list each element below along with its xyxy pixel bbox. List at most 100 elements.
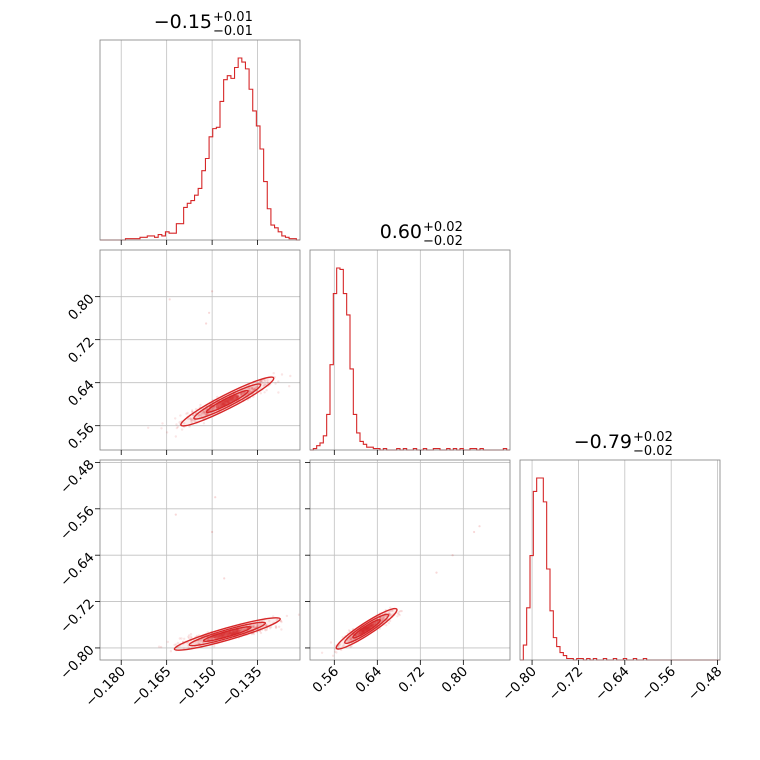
sample-point bbox=[338, 643, 342, 646]
x-tick-label: −0.64 bbox=[592, 664, 633, 705]
x-tick-label: −0.56 bbox=[638, 664, 679, 705]
sample-point bbox=[349, 637, 352, 640]
sample-point bbox=[268, 619, 271, 623]
panel-1-0 bbox=[99, 249, 301, 451]
sample-point bbox=[333, 650, 337, 653]
sample-point bbox=[251, 625, 255, 628]
sample-point bbox=[187, 417, 190, 421]
histogram-0 bbox=[100, 57, 300, 241]
x-tick-label: −0.80 bbox=[499, 664, 540, 705]
sample-point bbox=[247, 387, 250, 390]
sample-point bbox=[251, 386, 254, 389]
sample-point bbox=[248, 391, 252, 394]
param-title-1: 0.60 +0.02−0.02 bbox=[380, 220, 463, 249]
sample-point bbox=[259, 392, 262, 395]
sample-point bbox=[200, 414, 203, 417]
sample-point bbox=[175, 643, 178, 646]
sample-point bbox=[192, 414, 195, 417]
sample-point bbox=[398, 613, 401, 617]
sample-point bbox=[240, 392, 243, 395]
y-tick-label: 0.72 bbox=[65, 334, 98, 367]
sample-point bbox=[374, 622, 377, 625]
sample-point bbox=[212, 407, 215, 410]
sample-point bbox=[374, 621, 377, 625]
sample-point bbox=[381, 618, 385, 621]
sample-point bbox=[243, 391, 246, 394]
panel-hist-0 bbox=[99, 39, 301, 241]
sample-point bbox=[202, 410, 205, 414]
sample-point bbox=[187, 635, 190, 638]
sample-point bbox=[374, 621, 377, 624]
sample-point bbox=[396, 615, 399, 618]
sample-point bbox=[376, 620, 379, 624]
sample-point bbox=[243, 627, 246, 631]
contour-core bbox=[214, 629, 241, 639]
sample-point bbox=[191, 409, 194, 412]
sample-point bbox=[280, 620, 283, 624]
outlier-point bbox=[223, 577, 226, 580]
x-tick-label: 0.72 bbox=[396, 664, 429, 697]
outlier-point bbox=[435, 571, 438, 574]
sample-point bbox=[277, 380, 280, 383]
sample-point bbox=[199, 403, 202, 407]
x-tick-label: 0.80 bbox=[439, 664, 472, 697]
sample-point bbox=[188, 425, 191, 428]
sample-point bbox=[349, 645, 352, 648]
sample-point bbox=[252, 625, 256, 628]
sample-point bbox=[173, 643, 176, 647]
sample-point bbox=[396, 612, 399, 615]
sample-point bbox=[211, 408, 214, 411]
sample-point bbox=[264, 629, 267, 632]
sample-point bbox=[187, 641, 190, 644]
sample-point bbox=[259, 380, 262, 383]
contour-core bbox=[215, 394, 239, 409]
sample-point bbox=[269, 625, 273, 629]
param-title-2: −0.79 +0.02−0.02 bbox=[574, 430, 673, 459]
sample-point bbox=[157, 645, 161, 648]
sample-point bbox=[256, 625, 259, 628]
sample-point bbox=[274, 626, 278, 629]
sample-point bbox=[385, 624, 388, 627]
sample-point bbox=[397, 610, 401, 614]
sample-point bbox=[266, 381, 270, 385]
title-value: −0.15 bbox=[154, 11, 212, 33]
sample-point bbox=[202, 411, 205, 414]
sample-point bbox=[213, 645, 216, 648]
panel-hist-1 bbox=[309, 249, 511, 451]
sample-point bbox=[265, 389, 268, 392]
sample-point bbox=[252, 624, 255, 627]
panel-2-1 bbox=[309, 459, 511, 661]
panel-2-0 bbox=[99, 459, 301, 661]
sample-point bbox=[185, 412, 188, 415]
sample-point bbox=[257, 624, 260, 627]
sample-point bbox=[249, 389, 252, 393]
sample-point bbox=[260, 379, 263, 382]
sample-point bbox=[203, 410, 206, 414]
sample-point bbox=[199, 640, 202, 643]
sample-point bbox=[350, 635, 353, 639]
sample-point bbox=[200, 638, 203, 642]
x-tick-label: −0.150 bbox=[173, 664, 220, 711]
sample-point bbox=[203, 411, 206, 415]
sample-point bbox=[347, 629, 351, 632]
sample-point bbox=[391, 609, 394, 612]
sample-point bbox=[169, 650, 173, 653]
sample-point bbox=[276, 617, 279, 621]
sample-point bbox=[288, 385, 291, 388]
title-minus: −0.02 bbox=[633, 444, 673, 459]
title-plus: +0.02 bbox=[423, 220, 463, 235]
x-tick-label: 0.64 bbox=[353, 664, 386, 697]
histogram-2 bbox=[520, 477, 720, 661]
sample-point bbox=[274, 626, 278, 629]
outlier-point bbox=[205, 322, 208, 325]
sample-point bbox=[206, 412, 209, 416]
sample-point bbox=[351, 638, 354, 641]
sample-point bbox=[260, 379, 263, 382]
sample-point bbox=[252, 388, 256, 391]
sample-point bbox=[274, 382, 277, 385]
sample-point bbox=[241, 628, 244, 632]
sample-point bbox=[251, 387, 254, 390]
sample-point bbox=[388, 619, 392, 623]
sample-point bbox=[197, 641, 200, 645]
sample-point bbox=[202, 422, 206, 425]
